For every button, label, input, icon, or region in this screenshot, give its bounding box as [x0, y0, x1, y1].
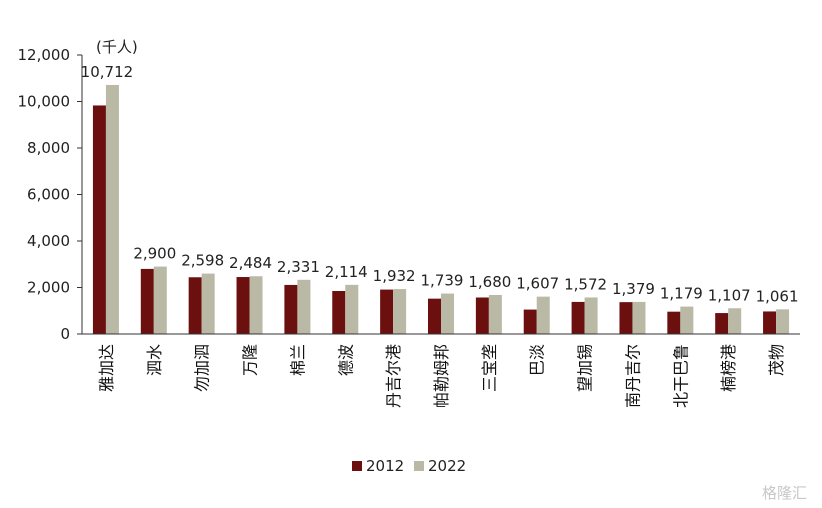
unit-label: (千人)	[96, 38, 138, 56]
category-label: 望加锡	[576, 344, 595, 392]
data-label: 1,379	[612, 280, 655, 298]
y-axis: 0 2,000 4,000 6,000 8,000 10,000 12,000	[18, 46, 83, 343]
bar-2022	[776, 309, 790, 334]
category-label: 帕勒姆邦	[432, 344, 451, 408]
bar-2012	[715, 313, 729, 334]
category-label: 巴淡	[528, 344, 547, 376]
bar-2022	[201, 273, 215, 334]
bar-2012	[92, 105, 106, 334]
data-label: 2,484	[229, 254, 272, 272]
data-label: 1,607	[516, 275, 559, 293]
bar-2012	[140, 268, 154, 334]
bar-2022	[536, 296, 550, 334]
data-label: 10,712	[81, 63, 134, 81]
data-label: 1,680	[468, 273, 511, 291]
bar-2012	[523, 309, 537, 334]
category-label: 楠榜港	[719, 344, 738, 392]
bar-2012	[667, 311, 681, 334]
x-axis: 雅加达 泗水 勿加泗 万隆 棉兰 德波 丹吉尔港 帕勒姆邦 三宝垄 巴淡 望加锡 南丹吉尔 北干巴鲁 楠榜…	[82, 333, 800, 408]
bar-2012	[475, 297, 489, 334]
bar-2022	[488, 294, 502, 334]
bar-2022	[249, 276, 263, 334]
bar-2012	[188, 277, 202, 334]
data-label: 1,739	[421, 272, 464, 290]
category-label: 德波	[336, 344, 355, 376]
data-label: 1,179	[660, 285, 703, 303]
data-label: 1,932	[373, 267, 416, 285]
data-label: 2,598	[181, 252, 224, 270]
bar-2022	[632, 301, 646, 334]
y-tick-label: 4,000	[27, 232, 70, 250]
y-tick-label: 10,000	[18, 93, 71, 111]
bar-2022	[105, 84, 119, 334]
category-label: 棉兰	[288, 344, 307, 376]
bar-2012	[284, 284, 298, 334]
watermark-text: 格隆汇	[762, 484, 807, 502]
data-label: 1,572	[564, 275, 607, 293]
legend: 2012 2022	[352, 457, 466, 475]
category-label: 北干巴鲁	[671, 344, 690, 408]
legend-swatch-2012	[352, 461, 362, 471]
category-label: 南丹吉尔	[623, 344, 642, 408]
bar-2012	[763, 311, 777, 334]
y-tick-label: 8,000	[27, 139, 70, 157]
y-tick-label: 6,000	[27, 186, 70, 204]
y-tick-label: 2,000	[27, 279, 70, 297]
legend-swatch-2022	[414, 461, 424, 471]
category-label: 茂物	[767, 344, 786, 376]
legend-label-2022: 2022	[428, 457, 466, 475]
bar-2022	[345, 284, 359, 334]
legend-label-2012: 2012	[366, 457, 404, 475]
bar-2022	[153, 266, 167, 334]
bar-2012	[332, 290, 346, 334]
y-tick-label: 0	[60, 325, 70, 343]
bar-2012	[428, 298, 441, 334]
category-label: 万隆	[241, 344, 260, 376]
bar-2022	[728, 308, 742, 334]
bar-2022	[441, 293, 454, 334]
data-labels: 10,712 2,900 2,598 2,484 2,331 2,114 1,932 1,73…	[81, 63, 799, 305]
bar-2022	[297, 279, 311, 334]
data-label: 1,107	[708, 286, 751, 304]
data-label: 1,061	[756, 287, 799, 305]
y-tick-label: 12,000	[18, 46, 71, 64]
category-label: 雅加达	[97, 344, 116, 392]
data-label: 2,114	[325, 263, 368, 281]
bar-2022	[584, 297, 598, 334]
bars	[92, 84, 790, 334]
category-label: 三宝垄	[480, 344, 499, 392]
data-label: 2,900	[133, 245, 176, 263]
category-label: 泗水	[145, 344, 164, 376]
bar-2022	[680, 306, 694, 334]
bar-2022	[393, 289, 407, 334]
data-label: 2,331	[277, 258, 320, 276]
category-label: 丹吉尔港	[384, 344, 403, 408]
bar-2012	[236, 277, 250, 334]
bar-2012	[619, 302, 633, 334]
bar-2012	[380, 289, 394, 334]
bar-2012	[571, 301, 585, 334]
category-label: 勿加泗	[193, 344, 212, 392]
